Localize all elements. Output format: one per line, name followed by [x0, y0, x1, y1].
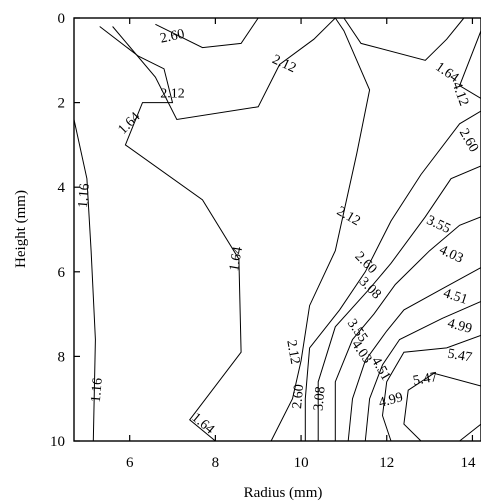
contour-label: 2.60 — [352, 249, 380, 277]
contour-label: 5.47 — [446, 347, 473, 366]
y-tick-label: 8 — [58, 349, 66, 365]
contour-line-3-55 — [334, 216, 481, 441]
contour-label: 2.60 — [456, 126, 481, 155]
contour-line-1-64 — [343, 17, 465, 61]
contour-label: 3.08 — [356, 275, 384, 303]
contour-label: 4.51 — [368, 355, 393, 384]
contour-label: 4.99 — [446, 316, 474, 337]
x-tick-label: 12 — [379, 455, 394, 471]
contour-line-2-60 — [304, 110, 481, 441]
y-tick-label: 0 — [58, 11, 66, 27]
x-tick-label: 10 — [294, 455, 309, 471]
x-tick-label: 14 — [461, 455, 477, 471]
contour-line-5-47 — [459, 423, 481, 442]
contour-line-2-12 — [458, 30, 481, 99]
y-axis-ticks: 0 2 4 6 8 10 — [50, 11, 80, 450]
contour-line-1-64 — [99, 26, 242, 442]
contour-label: 1.16 — [89, 377, 106, 403]
contour-line-4-51 — [364, 300, 481, 442]
contour-label: 4.12 — [449, 80, 471, 108]
contour-line-2-60 — [155, 17, 259, 49]
contour-label: 2.12 — [270, 52, 299, 76]
contour-line-5-47 — [403, 372, 481, 442]
contour-line-4-99 — [381, 334, 481, 442]
contour-label: 4.99 — [377, 390, 405, 411]
contour-label: 2.60 — [290, 384, 307, 410]
contour-line-3-08 — [317, 165, 481, 441]
y-tick-label: 2 — [58, 96, 66, 112]
contour-label: 1.64 — [116, 110, 144, 138]
contour-labels: 2.60 2.12 2.12 1.64 1.16 1.64 2.12 1.64 4.12 2.60… — [76, 27, 481, 438]
contour-label: 2.12 — [334, 204, 363, 229]
contour-label: 1.64 — [227, 246, 246, 273]
contour-label: 2.12 — [160, 86, 185, 101]
contour-label: 1.64 — [188, 410, 216, 437]
contour-line-2-12 — [112, 17, 371, 442]
contour-line-1-16 — [73, 119, 96, 442]
contour-line-4-03 — [347, 267, 481, 442]
y-tick-label: 10 — [50, 434, 65, 450]
contour-lines — [73, 17, 481, 442]
y-axis-title: Height (mm) — [13, 190, 29, 268]
contour-label: 3.55 — [424, 213, 453, 237]
x-axis-ticks: 6 8 10 12 14 — [126, 18, 476, 471]
contour-label: 5.47 — [412, 370, 439, 389]
contour-label: 2.60 — [159, 27, 186, 47]
contour-label: 3.08 — [311, 386, 328, 412]
x-tick-label: 8 — [212, 455, 220, 471]
x-axis-title: Radius (mm) — [244, 485, 323, 501]
contour-label: 4.03 — [437, 243, 466, 267]
contour-label: 4.51 — [441, 286, 469, 308]
contour-label: 2.12 — [283, 339, 302, 366]
y-tick-label: 6 — [58, 265, 66, 281]
contour-label: 1.16 — [76, 183, 93, 209]
x-tick-label: 6 — [126, 455, 134, 471]
y-tick-label: 4 — [58, 180, 66, 196]
plot-frame — [73, 17, 481, 442]
